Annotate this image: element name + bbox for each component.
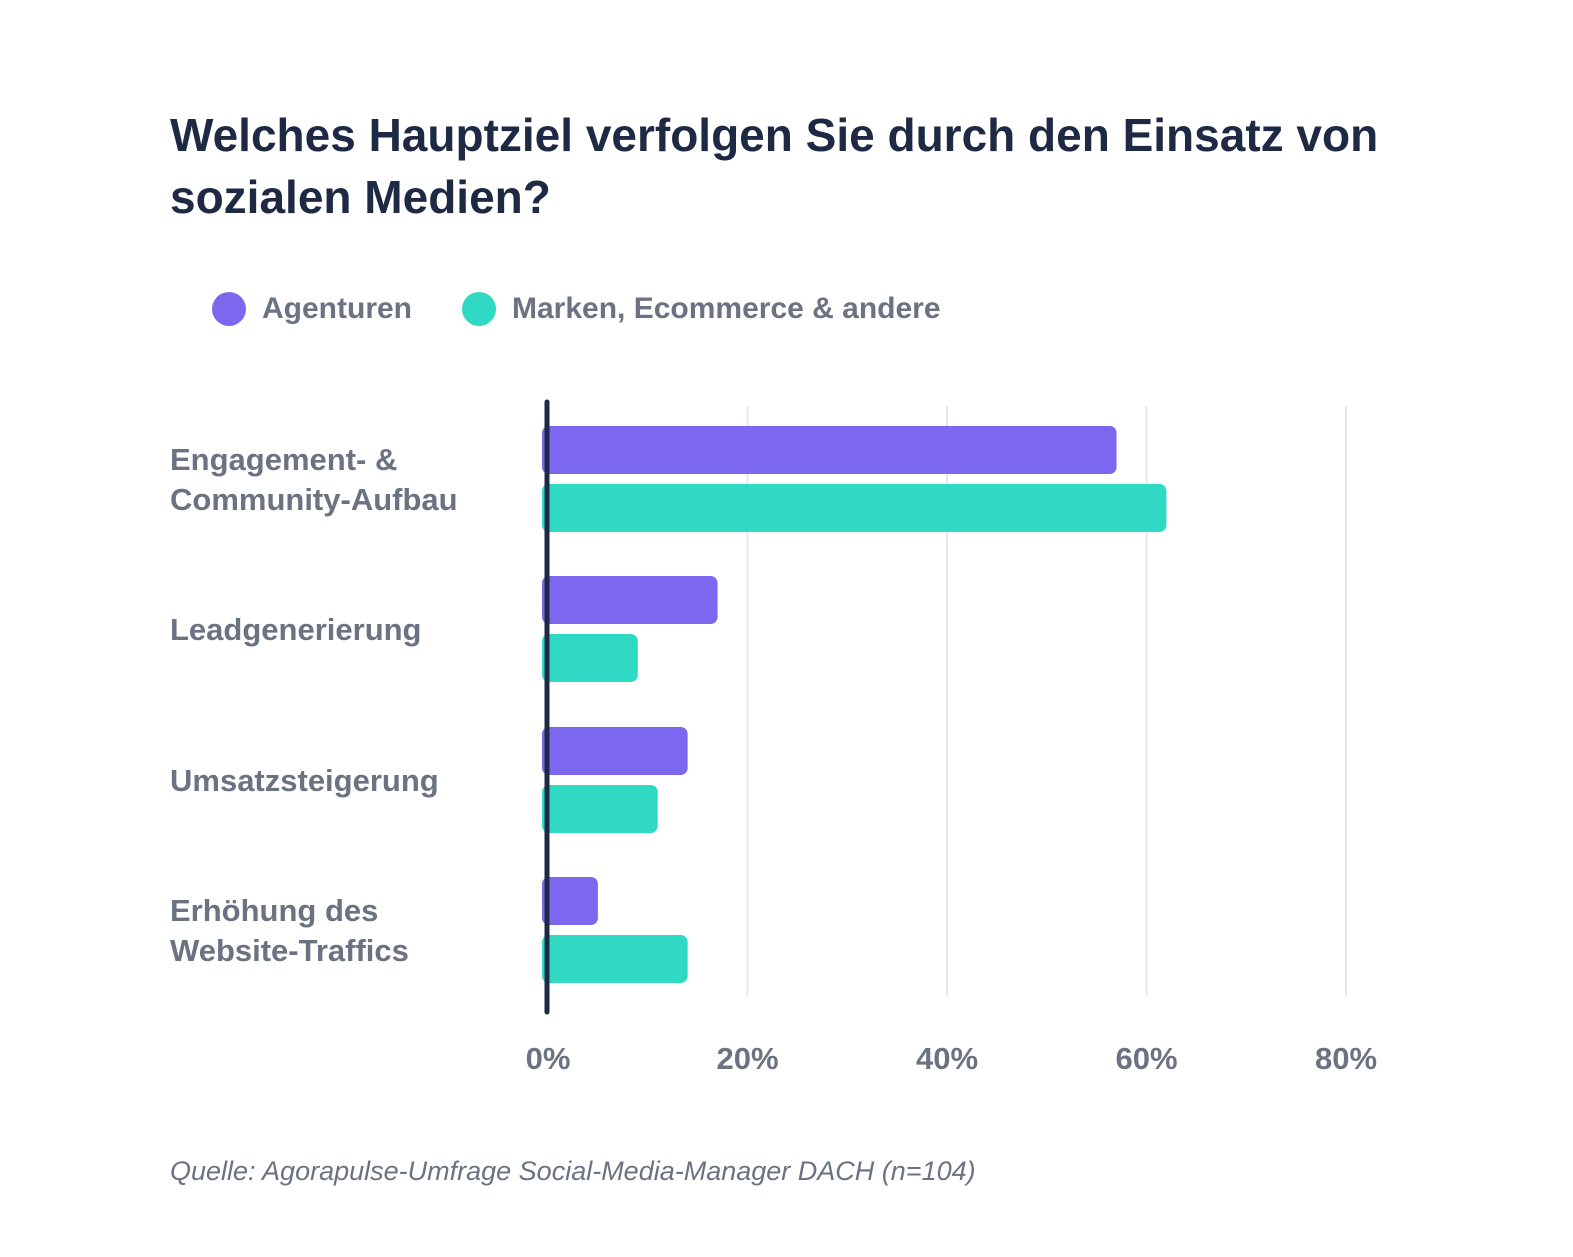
bar-marken-3 [542,935,688,983]
x-tick-label-3: 60% [1115,1041,1177,1076]
legend-label-marken: Marken, Ecommerce & andere [512,292,941,325]
bar-marken-1 [542,634,638,682]
bar-agenturen-2 [542,727,688,775]
legend-swatch-marken [462,292,496,326]
x-tick-label-4: 80% [1315,1041,1377,1076]
category-label-line: Website-Traffics [170,933,409,968]
category-label-line: Umsatzsteigerung [170,763,439,798]
category-label-2: Umsatzsteigerung [170,763,439,798]
source-note: Quelle: Agorapulse-Umfrage Social-Media-… [170,1156,976,1186]
legend: Agenturen Marken, Ecommerce & andere [212,292,991,326]
x-tick-label-0: 0% [526,1041,571,1076]
bar-agenturen-3 [542,877,598,925]
category-label-line: Community-Aufbau [170,482,458,517]
x-tick-label-2: 40% [916,1041,978,1076]
category-label-3: Erhöhung des Website-Traffics [170,893,409,968]
category-label-line: Erhöhung des [170,893,378,928]
category-label-line: Engagement- & [170,442,397,477]
bar-agenturen-0 [542,426,1117,474]
bar-marken-0 [542,484,1167,532]
bar-marken-2 [542,785,658,833]
bar-agenturen-1 [542,576,718,624]
category-label-1: Leadgenerierung [170,612,422,647]
x-tick-label-1: 20% [716,1041,778,1076]
category-label-line: Leadgenerierung [170,612,422,647]
legend-label-agenturen: Agenturen [262,292,412,325]
legend-item-agenturen: Agenturen [212,292,412,326]
category-label-0: Engagement- & Community-Aufbau [170,442,458,517]
legend-swatch-agenturen [212,292,246,326]
legend-item-marken: Marken, Ecommerce & andere [462,292,941,326]
chart-title: Welches Hauptziel verfolgen Sie durch de… [170,109,1379,223]
